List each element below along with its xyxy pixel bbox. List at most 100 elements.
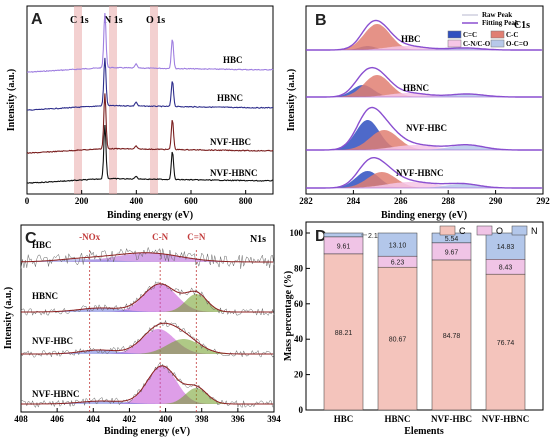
d-legend-swatch-n — [511, 225, 528, 236]
panel-a-xlabel: Binding energy (eV) — [107, 210, 193, 221]
b-component-peak — [306, 145, 543, 150]
c-sample-label-hbnc: HBNC — [32, 291, 58, 301]
annotation-n1s: N 1s — [104, 15, 123, 26]
panel-b-ylabel: Intensity (a.u.) — [286, 69, 297, 132]
a-xtick-label: 600 — [184, 196, 198, 206]
d-bar-label: 5.54 — [445, 236, 459, 243]
panel-b: B HBC HBNC NVF-HBC NVF-HBNC Raw PeakFitting… — [286, 5, 550, 221]
c-xtick-label: 404 — [87, 414, 101, 424]
series-line-hbnc — [26, 57, 273, 111]
b-component-peak — [306, 93, 543, 97]
annotation-c1s: C 1s — [70, 15, 89, 26]
c-fit-line — [21, 365, 274, 405]
d-bar-label: 13.10 — [389, 243, 407, 250]
a-xtick-label: 400 — [130, 196, 144, 206]
legend-swatch-c-n/c-o — [447, 39, 462, 48]
a-xtick-label: 200 — [75, 196, 89, 206]
d-legend-label-n: N — [531, 226, 538, 236]
b-component-peak — [306, 172, 543, 188]
b-xtick-label: 292 — [536, 196, 550, 206]
c-xtick-label: 394 — [267, 414, 281, 424]
b-xtick-label: 288 — [441, 196, 455, 206]
panel-b-title: C1s — [514, 20, 530, 31]
series-line-nvf-hbc — [26, 93, 274, 154]
panel-c-title: N1s — [250, 234, 266, 245]
legend-label-fit: Fitting Peak — [482, 19, 519, 27]
d-xtick-label: NVF-HBC — [431, 414, 472, 424]
c-component-peak — [21, 308, 274, 312]
d-bar-label: 84.78 — [443, 333, 461, 340]
d-bar-c — [485, 273, 526, 411]
panel-a: A C 1s N 1s O 1s HBC HBNC NVF-HBC NVF-HBNC 0 2… — [6, 5, 274, 221]
panel-d-ylabel: Mass percentage (%) — [283, 271, 294, 361]
panel-d: D 88.21 9.61 2.18 HBC 80.67 6.23 13.10 HBNC 84.7… — [283, 221, 544, 437]
c-xtick-label: 402 — [123, 414, 137, 424]
legend-label-c-c: C-C — [506, 31, 518, 39]
c-fit-line — [21, 322, 274, 355]
series-label-nvf-hbc: NVF-HBC — [210, 137, 251, 147]
panel-d-letter: D — [315, 228, 327, 245]
b-sample-label-hbc: HBC — [401, 34, 421, 44]
panel-d-frame — [305, 221, 544, 411]
c-component-peak — [21, 329, 274, 354]
d-legend-swatch-o — [476, 225, 493, 236]
d-ytick-label: 80 — [294, 263, 304, 273]
legend-label-c=c: C=C — [463, 31, 477, 39]
d-bar-label: 8.43 — [499, 265, 513, 272]
c-annotation-1: C-N — [152, 232, 168, 242]
panel-c-xlabel: Binding energy (eV) — [104, 426, 190, 437]
d-xtick-label: HBNC — [384, 414, 410, 424]
c-component-peak — [21, 366, 274, 404]
c-xtick-label: 398 — [195, 414, 209, 424]
series-label-hbc: HBC — [223, 55, 243, 65]
c-annotation-2: C=N — [187, 232, 206, 242]
series-label-hbnc: HBNC — [217, 93, 243, 103]
d-ytick-label: 40 — [294, 334, 304, 344]
b-sample-label-nvf-hbnc: NVF-HBNC — [396, 168, 444, 178]
series-line-nvf-hbnc — [26, 124, 274, 184]
series-line-hbc — [27, 12, 274, 73]
b-component-peak — [306, 182, 543, 188]
d-legend-swatch-c — [439, 225, 456, 236]
c-raw-line — [20, 362, 275, 409]
b-xtick-label: 284 — [347, 196, 361, 206]
panel-c-ylabel: Intensity (a.u.) — [3, 287, 14, 350]
a-xtick-label: 800 — [239, 196, 253, 206]
b-xtick-label: 282 — [299, 196, 313, 206]
d-xtick-label: HBC — [334, 414, 354, 424]
b-component-peak — [306, 184, 543, 188]
d-ytick-label: 100 — [290, 228, 304, 238]
b-component-peak — [306, 130, 543, 150]
panel-a-ylabel: Intensity (a.u.) — [6, 69, 17, 132]
c-xtick-label: 400 — [159, 414, 173, 424]
d-bar-label: 6.23 — [391, 260, 405, 267]
d-bar-n — [377, 232, 418, 257]
d-bar-c — [377, 266, 418, 411]
b-component-peak — [306, 145, 543, 150]
d-ytick-label: 0 — [299, 405, 304, 415]
d-bar-label: 14.83 — [497, 244, 515, 251]
d-bar-label: 76.74 — [497, 340, 515, 347]
panel-b-letter: B — [315, 12, 327, 29]
d-xtick-label: NVF-HBNC — [482, 414, 530, 424]
c-fit-line — [21, 252, 274, 263]
c-component-peak — [21, 388, 274, 404]
d-ytick-label: 60 — [294, 299, 304, 309]
c-xtick-label: 396 — [231, 414, 245, 424]
c-sample-label-nvf-hbnc: NVF-HBNC — [32, 389, 80, 399]
b-xtick-label: 286 — [394, 196, 408, 206]
b-fitting-peak — [306, 106, 542, 151]
d-bar-c — [323, 253, 364, 411]
b-fitting-peak — [306, 66, 542, 98]
c-sample-label-nvf-hbc: NVF-HBC — [32, 336, 73, 346]
d-legend-label-o: O — [496, 226, 503, 236]
d-bar-c — [431, 259, 472, 411]
c-component-peak — [21, 253, 274, 262]
panel-c-frame — [20, 224, 275, 413]
b-component-peak — [306, 24, 543, 50]
band-o1s — [150, 6, 158, 194]
a-xtick-label: 0 — [25, 196, 30, 206]
d-bar-label-outside: 2.18 — [368, 233, 382, 240]
c-component-peak — [21, 284, 274, 312]
